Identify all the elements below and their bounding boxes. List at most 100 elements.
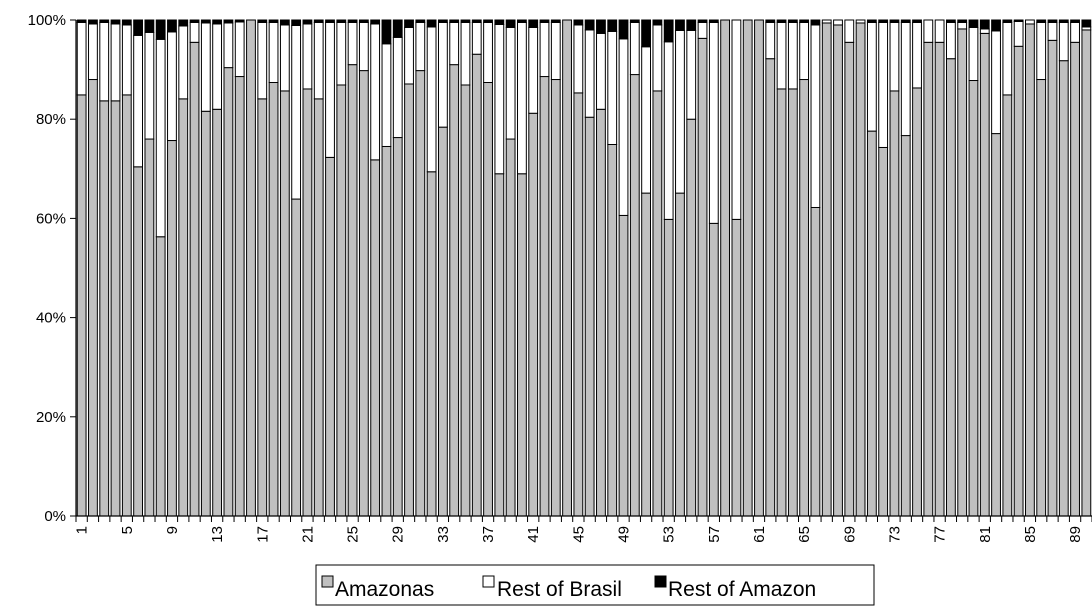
bar-segment-rest-of-amazon-2	[88, 19, 98, 25]
bar-segment-rest-of-amazon-24	[336, 19, 347, 23]
bar-segment-rest-of-brasil-28	[381, 43, 392, 147]
bar-segment-rest-of-amazon-55	[686, 19, 697, 31]
bar-segment-amazonas-8	[155, 236, 166, 517]
x-tick-label-13: 13	[209, 526, 226, 543]
y-tick-label-60: 60%	[36, 210, 66, 227]
bar-segment-amazonas-82	[991, 133, 1001, 517]
y-tick-label-20: 20%	[36, 409, 66, 426]
bar-segment-rest-of-amazon-50	[629, 19, 640, 23]
bar-segment-rest-of-brasil-31	[415, 21, 426, 72]
bar-segment-rest-of-brasil-87	[1047, 21, 1058, 41]
bar-segment-rest-of-amazon-49	[618, 19, 629, 40]
bar-segment-amazonas-23	[325, 156, 335, 517]
bar-segment-rest-of-brasil-64	[787, 21, 798, 90]
bar-segment-rest-of-amazon-62	[765, 19, 776, 23]
bar-segment-rest-of-brasil-18	[268, 21, 279, 83]
bar-segment-rest-of-brasil-42	[539, 21, 550, 78]
bar-segment-rest-of-brasil-11	[189, 21, 200, 43]
bar-segment-amazonas-32	[426, 171, 437, 517]
bar-segment-rest-of-brasil-84	[1013, 20, 1024, 47]
bar-segment-amazonas-49	[618, 214, 629, 517]
bar-segment-rest-of-brasil-24	[336, 21, 347, 86]
y-tick-label-80: 80%	[36, 111, 66, 128]
bar-segment-rest-of-brasil-6	[133, 34, 144, 168]
x-tick-label-25: 25	[345, 526, 362, 543]
bar-segment-rest-of-brasil-59	[731, 19, 742, 220]
bar-segment-rest-of-amazon-11	[189, 19, 200, 23]
x-axis-ticks: 1 5 9 13 17 21 25 29 33 37 41 45 49 53 57 61 65 69 73 77 81 8…	[74, 516, 1092, 543]
bar-segment-rest-of-brasil-53	[663, 41, 674, 220]
bar-segment-amazonas-79	[957, 28, 968, 517]
bar-segment-rest-of-amazon-48	[607, 19, 618, 32]
bar-segment-rest-of-amazon-21	[302, 19, 313, 25]
bar-segment-amazonas-76	[923, 41, 934, 517]
bar-segment-amazonas-16	[246, 19, 256, 517]
bar-segment-amazonas-36	[471, 53, 482, 517]
bar-segment-rest-of-amazon-3	[99, 19, 110, 23]
bar-segment-amazonas-24	[336, 84, 347, 517]
bar-segment-rest-of-brasil-39	[505, 26, 516, 140]
x-tick-label-9: 9	[164, 526, 181, 534]
bar-segment-amazonas-11	[189, 41, 200, 517]
bar-segment-rest-of-brasil-45	[573, 24, 584, 94]
bar-segment-rest-of-brasil-3	[99, 21, 110, 102]
bar-segment-rest-of-amazon-30	[404, 19, 414, 28]
bar-segment-amazonas-66	[810, 206, 821, 517]
bar-segment-rest-of-amazon-64	[787, 19, 798, 23]
bar-segment-rest-of-amazon-20	[291, 19, 302, 26]
bar-segment-rest-of-brasil-74	[900, 21, 911, 137]
bar-segment-amazonas-30	[404, 83, 414, 517]
bar-segment-rest-of-amazon-15	[234, 19, 245, 23]
bar-segment-rest-of-brasil-56	[697, 21, 708, 39]
bar-segment-rest-of-amazon-53	[663, 19, 674, 43]
bar-segment-amazonas-85	[1025, 23, 1035, 517]
bar-segment-rest-of-amazon-13	[212, 19, 223, 25]
bar-segment-rest-of-amazon-90	[1081, 19, 1092, 28]
bar-segment-amazonas-4	[110, 100, 121, 517]
bar-segment-rest-of-brasil-30	[404, 26, 414, 85]
bar-segment-amazonas-59	[731, 218, 742, 517]
bar-segment-amazonas-47	[596, 108, 606, 517]
bar-segment-rest-of-amazon-1	[76, 19, 87, 23]
bar-segment-amazonas-53	[663, 218, 674, 517]
bar-segment-amazonas-60	[742, 19, 753, 517]
x-tick-label-33: 33	[435, 526, 452, 543]
bar-segment-rest-of-brasil-35	[460, 21, 471, 86]
bar-segment-rest-of-amazon-8	[155, 19, 166, 40]
bar-segment-amazonas-44	[562, 19, 572, 517]
bar-segment-rest-of-amazon-89	[1070, 19, 1080, 23]
bar-segment-amazonas-80	[968, 80, 979, 517]
bar-segment-rest-of-amazon-38	[494, 19, 505, 25]
bar-segment-rest-of-brasil-40	[517, 21, 527, 175]
bar-segment-rest-of-amazon-75	[912, 19, 922, 23]
bar-segment-rest-of-brasil-71	[866, 21, 877, 132]
bar-segment-rest-of-brasil-41	[528, 26, 539, 114]
bar-segment-amazonas-50	[629, 74, 640, 517]
bar-segment-rest-of-amazon-42	[539, 19, 550, 23]
bar-segment-rest-of-amazon-79	[957, 19, 968, 23]
bar-segment-amazonas-61	[754, 19, 764, 517]
bar-segment-amazonas-71	[866, 130, 877, 517]
x-tick-label-45: 45	[570, 526, 587, 543]
bar-segment-amazonas-9	[167, 140, 177, 517]
bar-segment-rest-of-brasil-7	[144, 31, 155, 140]
legend-label-amazonas: Amazonas	[335, 578, 434, 601]
bar-segment-rest-of-amazon-26	[358, 19, 369, 23]
bar-segment-amazonas-75	[912, 87, 922, 517]
bar-segment-rest-of-brasil-85	[1025, 19, 1035, 25]
x-tick-label-21: 21	[299, 526, 316, 543]
x-tick-label-69: 69	[841, 526, 858, 543]
bar-segment-amazonas-40	[517, 173, 527, 517]
bar-segment-rest-of-brasil-76	[923, 19, 934, 43]
bar-segment-rest-of-brasil-17	[257, 21, 268, 100]
bar-segment-amazonas-78	[945, 58, 956, 517]
bar-segment-amazonas-31	[415, 70, 426, 517]
bar-segment-amazonas-28	[381, 145, 392, 517]
bar-segment-amazonas-56	[697, 37, 708, 517]
bar-segment-rest-of-amazon-22	[313, 19, 324, 23]
bar-segment-rest-of-brasil-14	[223, 22, 234, 69]
bar-segment-rest-of-amazon-12	[200, 19, 211, 24]
x-tick-label-49: 49	[616, 526, 633, 543]
bar-segment-rest-of-amazon-14	[223, 19, 234, 24]
bar-segment-rest-of-brasil-81	[979, 28, 990, 34]
